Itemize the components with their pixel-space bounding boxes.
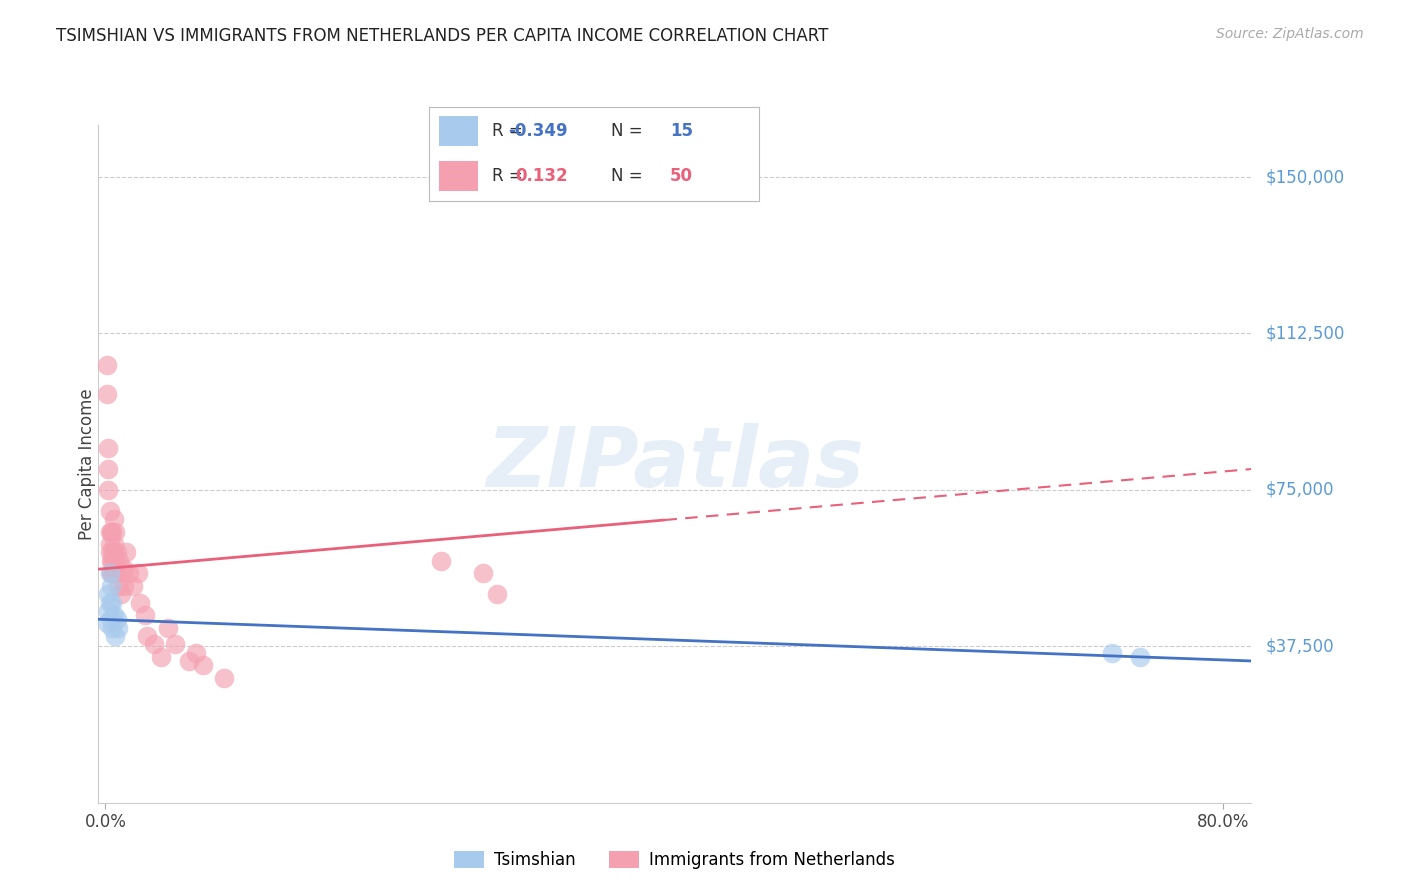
Point <box>101 524 124 539</box>
Point <box>101 554 124 568</box>
Point <box>100 579 122 593</box>
Point <box>104 524 127 539</box>
Point <box>485 587 508 601</box>
Point <box>471 566 494 581</box>
Point <box>179 654 201 668</box>
Text: N =: N = <box>610 168 643 186</box>
Text: Source: ZipAtlas.com: Source: ZipAtlas.com <box>1216 27 1364 41</box>
Point <box>103 537 125 551</box>
Point <box>1128 649 1150 664</box>
Point <box>97 587 120 601</box>
Point <box>110 566 132 581</box>
Point <box>104 629 127 643</box>
Point <box>150 649 173 664</box>
Point <box>1101 646 1123 660</box>
Point <box>101 596 124 610</box>
Point <box>100 524 122 539</box>
Text: 15: 15 <box>671 122 693 140</box>
Point <box>101 621 124 635</box>
Point <box>105 612 128 626</box>
Point <box>157 621 180 635</box>
Point <box>103 554 125 568</box>
Text: $37,500: $37,500 <box>1265 638 1334 656</box>
FancyBboxPatch shape <box>439 116 478 146</box>
Point <box>98 596 121 610</box>
Text: TSIMSHIAN VS IMMIGRANTS FROM NETHERLANDS PER CAPITA INCOME CORRELATION CHART: TSIMSHIAN VS IMMIGRANTS FROM NETHERLANDS… <box>56 27 828 45</box>
Point <box>98 524 121 539</box>
Text: 0.132: 0.132 <box>515 168 568 186</box>
Point <box>122 579 145 593</box>
Point <box>98 545 121 559</box>
Point <box>96 358 118 372</box>
Point <box>103 545 125 559</box>
Point <box>112 579 135 593</box>
Text: $150,000: $150,000 <box>1265 168 1344 186</box>
Point <box>100 566 122 581</box>
Text: 50: 50 <box>671 168 693 186</box>
Point <box>101 566 124 581</box>
Point <box>129 596 152 610</box>
Text: $112,500: $112,500 <box>1265 325 1344 343</box>
Point <box>101 545 124 559</box>
Point <box>212 671 235 685</box>
Point <box>98 504 121 518</box>
Point <box>97 462 120 476</box>
Point <box>107 579 129 593</box>
Point <box>112 562 135 576</box>
Point <box>110 587 132 601</box>
Point <box>108 554 131 568</box>
Point <box>127 566 149 581</box>
Point <box>104 566 127 581</box>
Point <box>100 554 122 568</box>
Point <box>96 616 118 631</box>
Text: R =: R = <box>492 122 523 140</box>
Point <box>186 646 208 660</box>
FancyBboxPatch shape <box>439 161 478 191</box>
Point <box>105 566 128 581</box>
Point <box>136 629 159 643</box>
Point <box>430 554 453 568</box>
Point <box>96 387 118 401</box>
Point <box>105 545 128 559</box>
Point <box>134 608 156 623</box>
Text: ZIPatlas: ZIPatlas <box>486 424 863 504</box>
Point <box>165 637 187 651</box>
Text: R =: R = <box>492 168 523 186</box>
Text: $75,000: $75,000 <box>1265 481 1334 499</box>
Point <box>103 566 125 581</box>
Point <box>98 537 121 551</box>
Point <box>143 637 166 651</box>
Point <box>104 554 127 568</box>
Text: N =: N = <box>610 122 643 140</box>
Point <box>103 608 125 623</box>
Y-axis label: Per Capita Income: Per Capita Income <box>79 388 96 540</box>
Point <box>97 441 120 455</box>
Point <box>115 545 138 559</box>
Legend: Tsimshian, Immigrants from Netherlands: Tsimshian, Immigrants from Netherlands <box>447 845 903 876</box>
Point <box>100 612 122 626</box>
Point <box>97 483 120 497</box>
Point <box>118 566 141 581</box>
Point <box>107 621 129 635</box>
Point <box>193 658 215 673</box>
Point <box>97 604 120 618</box>
Point <box>103 512 125 526</box>
Text: -0.349: -0.349 <box>508 122 568 140</box>
Point <box>98 566 121 581</box>
